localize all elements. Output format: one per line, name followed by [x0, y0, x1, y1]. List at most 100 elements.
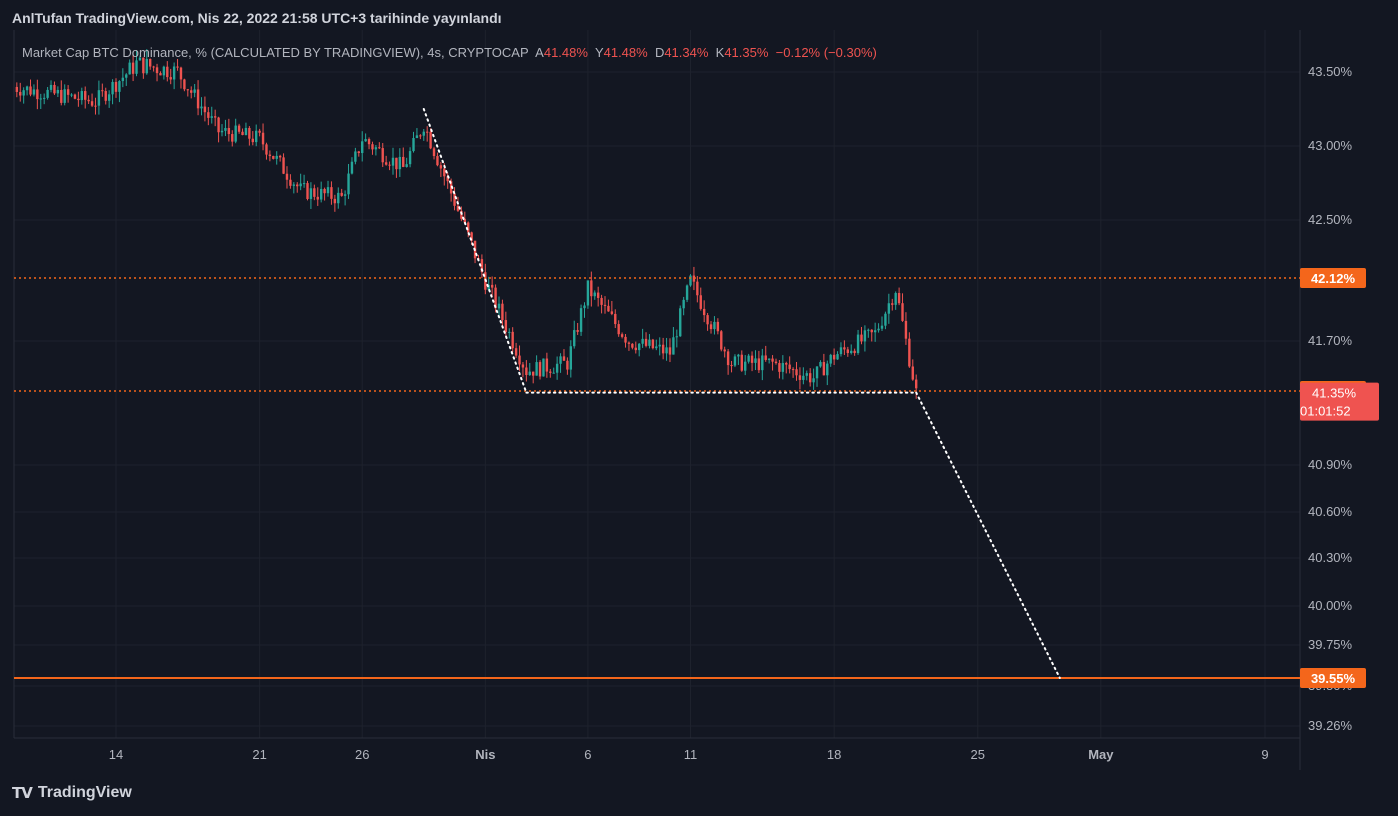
candle-body: [538, 362, 542, 377]
candle-body: [528, 371, 531, 375]
candle-body: [200, 106, 203, 109]
candle-body: [641, 338, 644, 344]
candle-body: [791, 369, 795, 371]
candle-body: [80, 91, 84, 101]
candle-body: [159, 73, 162, 76]
candle-body: [405, 164, 408, 167]
candle-body: [46, 89, 49, 98]
candle-body: [152, 66, 155, 68]
candle-body: [726, 351, 730, 366]
candle-body: [644, 338, 648, 346]
candle-body: [490, 284, 494, 288]
candle-body: [596, 292, 600, 298]
x-tick-label: 18: [827, 747, 841, 762]
candle-body: [863, 330, 867, 342]
candle-body: [128, 62, 131, 75]
trendline-segment: [422, 108, 528, 394]
candle-body: [169, 77, 172, 80]
legend-high-label: Y: [594, 45, 604, 60]
candle-body: [908, 338, 911, 367]
candle-body: [234, 125, 237, 142]
candle-body: [655, 346, 658, 349]
candle-body: [176, 66, 179, 68]
candle-body: [836, 354, 839, 360]
candle-body: [53, 84, 56, 94]
candle-body: [884, 313, 887, 326]
candle-body: [651, 339, 655, 349]
candle-body: [217, 117, 220, 133]
candle-body: [467, 222, 470, 233]
y-tick-label: 40.90%: [1308, 457, 1353, 472]
candle-body: [319, 188, 323, 200]
level-price-tag: [1300, 268, 1366, 288]
candle-body: [470, 232, 473, 241]
candle-body: [511, 331, 514, 349]
candle-body: [367, 139, 371, 145]
candle-body: [614, 313, 617, 325]
candle-body: [562, 356, 566, 361]
candle-body: [603, 304, 607, 306]
candle-body: [39, 98, 42, 100]
candle-body: [306, 183, 309, 199]
candle-body: [610, 311, 614, 314]
candle-body: [785, 363, 788, 365]
candle-body: [227, 127, 231, 135]
candle-body: [901, 303, 904, 321]
candle-body: [412, 138, 415, 152]
candle-body: [63, 89, 66, 103]
candle-body: [347, 173, 350, 195]
candle-body: [829, 354, 832, 364]
legend-symbol[interactable]: Market Cap BTC Dominance, % (CALCULATED …: [22, 45, 529, 60]
candle-body: [593, 292, 596, 297]
candle-body: [788, 364, 791, 370]
candle-body: [166, 66, 169, 78]
candle-body: [579, 308, 583, 332]
candle-body: [590, 280, 593, 297]
candle-body: [118, 81, 121, 92]
candle-body: [196, 89, 200, 109]
candle-body: [251, 138, 254, 143]
candle-body: [802, 375, 805, 380]
candle-body: [891, 303, 894, 305]
candle-body: [77, 98, 80, 101]
candle-body: [343, 194, 347, 196]
candle-body: [774, 361, 778, 364]
candle-body: [29, 86, 32, 95]
y-tick-label: 39.75%: [1308, 637, 1353, 652]
candle-body: [350, 161, 354, 174]
x-tick-label: 26: [355, 747, 369, 762]
candle-body: [795, 369, 798, 376]
candle-body: [244, 127, 248, 136]
candle-body: [839, 347, 843, 355]
candle-body: [395, 157, 398, 170]
candle-body: [73, 94, 77, 99]
candle-body: [740, 354, 743, 371]
candle-body: [897, 293, 901, 304]
candle-body: [354, 151, 357, 162]
candle-body: [819, 362, 822, 367]
candle-body: [292, 184, 296, 186]
candle-body: [692, 275, 696, 282]
candle-body: [261, 132, 265, 145]
candle-body: [398, 156, 402, 170]
candle-body: [569, 346, 573, 370]
candle-body: [289, 179, 292, 186]
candle-body: [330, 187, 333, 199]
candle-body: [371, 144, 374, 150]
candle-body: [815, 366, 819, 379]
tradingview-brand[interactable]: 𝗧𝗩 TradingView: [12, 784, 132, 802]
candle-body: [179, 67, 183, 80]
candle-body: [607, 305, 610, 312]
candle-body: [237, 125, 241, 132]
candle-body: [600, 297, 603, 305]
candle-body: [709, 324, 713, 330]
x-tick-label: Nis: [475, 747, 495, 762]
candle-body: [265, 144, 268, 155]
candle-body: [145, 59, 148, 74]
candle-body: [624, 336, 627, 343]
candle-body: [56, 89, 60, 94]
candle-body: [36, 89, 39, 100]
published-line: AnlTufan TradingView.com, Nis 22, 2022 2…: [12, 10, 502, 26]
